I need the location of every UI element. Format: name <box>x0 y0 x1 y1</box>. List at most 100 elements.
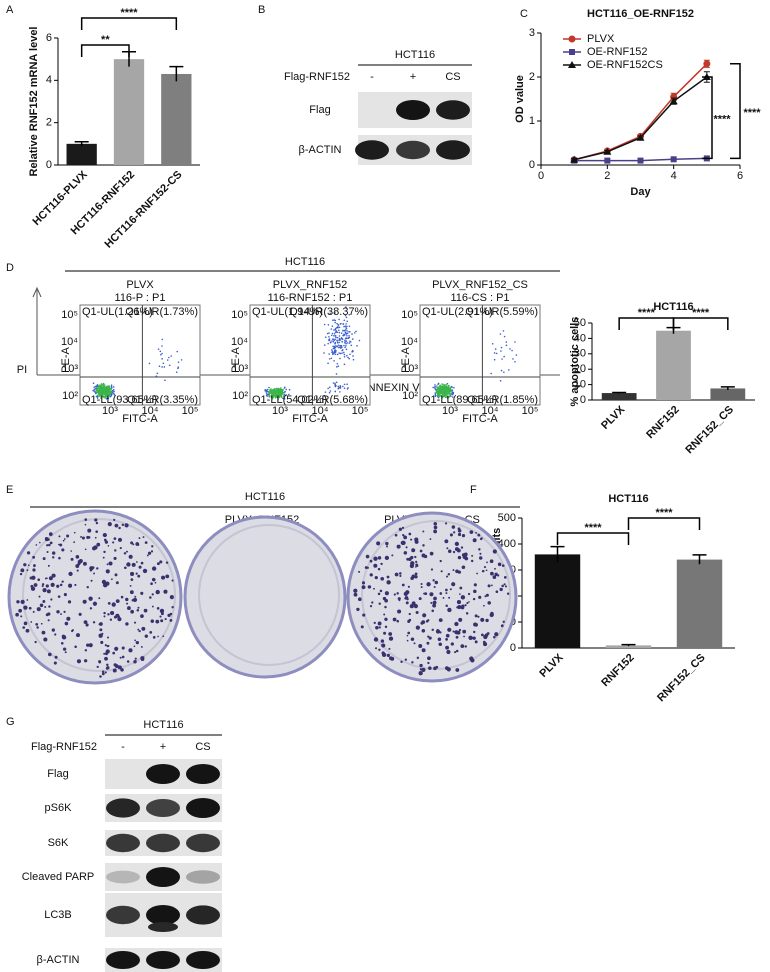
quadrant-label: Q1-LL(93.65%) <box>82 394 157 406</box>
event-dot <box>501 358 503 360</box>
event-dot <box>339 344 341 347</box>
chart-title: HCT116_OE-RNF152 <box>587 8 694 20</box>
event-dot <box>500 346 503 349</box>
colony <box>404 595 409 600</box>
colony <box>125 622 129 626</box>
colony <box>71 629 74 633</box>
event-dot <box>92 382 95 385</box>
colony <box>479 552 482 555</box>
colony <box>459 593 461 595</box>
colony <box>483 642 488 647</box>
event-dot <box>511 349 513 352</box>
event-dot <box>434 385 436 388</box>
marker <box>570 155 579 163</box>
colony <box>85 623 89 627</box>
colony <box>159 615 162 618</box>
colony <box>75 555 80 559</box>
colony <box>54 633 57 636</box>
colony <box>406 634 409 637</box>
event-dot <box>98 393 100 395</box>
quadrant-label: Q1-UL(1.94%) <box>252 306 323 318</box>
colony <box>491 584 493 587</box>
colony <box>468 635 473 640</box>
error-bar <box>74 140 89 146</box>
event-dot <box>333 339 335 341</box>
x-tick-label: 0 <box>538 170 544 182</box>
colony <box>481 569 485 573</box>
event-dot <box>335 345 337 347</box>
chart-title: HCT116 <box>653 301 693 313</box>
event-dot <box>346 334 348 337</box>
event-dot <box>352 358 355 361</box>
event-dot <box>161 345 163 347</box>
colony <box>418 597 422 601</box>
colony <box>495 590 499 594</box>
lane-label: - <box>121 741 125 753</box>
lane-label: CS <box>195 741 210 753</box>
colony <box>457 529 462 533</box>
colony <box>41 630 46 635</box>
colony <box>42 557 46 560</box>
colony <box>118 526 121 530</box>
colony <box>110 610 115 616</box>
colony <box>413 642 416 645</box>
colony <box>479 556 483 560</box>
colony <box>99 675 102 678</box>
colony <box>156 607 160 610</box>
colony <box>134 639 137 642</box>
event-dot <box>339 352 342 355</box>
colony <box>136 543 140 546</box>
event-dot <box>437 383 439 386</box>
flow-y-tick: 10⁵ <box>61 309 78 321</box>
event-dot <box>338 352 340 354</box>
event-dot <box>111 391 114 394</box>
colony <box>399 574 402 578</box>
event-dot <box>98 395 101 398</box>
event-dot <box>344 329 347 331</box>
colony <box>89 566 94 571</box>
colony <box>41 583 45 586</box>
event-dot <box>333 329 335 331</box>
series-line <box>573 63 708 161</box>
colony <box>394 572 399 577</box>
colony <box>374 576 378 580</box>
colony <box>403 535 408 540</box>
colony <box>361 585 366 590</box>
event-dot <box>105 391 107 394</box>
colony <box>103 652 106 655</box>
event-dot <box>336 366 338 368</box>
panel-label: G <box>6 716 15 728</box>
event-dot <box>323 344 326 346</box>
event-dot <box>339 386 342 388</box>
colony <box>60 641 64 645</box>
event-dot <box>352 350 354 353</box>
plate <box>7 509 183 685</box>
event-dot <box>328 332 330 334</box>
colony <box>112 668 117 673</box>
band <box>186 833 220 853</box>
event-dot <box>96 397 99 399</box>
colony <box>105 649 110 654</box>
colony <box>415 560 418 564</box>
event-dot <box>329 312 332 315</box>
colony <box>461 534 466 538</box>
colony-header: HCT116 <box>245 491 285 503</box>
colony <box>95 521 99 525</box>
band <box>148 922 178 932</box>
flow-y-tick: 10⁴ <box>231 336 248 348</box>
colony <box>130 609 134 614</box>
event-dot <box>113 394 116 396</box>
x-tick-label: HCT116-RNF152-CS <box>103 169 185 251</box>
colony <box>126 660 130 663</box>
colony <box>419 663 423 668</box>
flow-y-tick: 10⁵ <box>401 309 418 321</box>
event-dot <box>335 336 337 339</box>
lane-label: - <box>370 71 374 83</box>
colony <box>463 635 465 638</box>
event-dot <box>285 394 288 396</box>
event-dot <box>347 356 349 359</box>
colony <box>129 585 132 587</box>
band <box>146 951 180 969</box>
colony <box>494 572 498 576</box>
colony <box>460 546 464 549</box>
